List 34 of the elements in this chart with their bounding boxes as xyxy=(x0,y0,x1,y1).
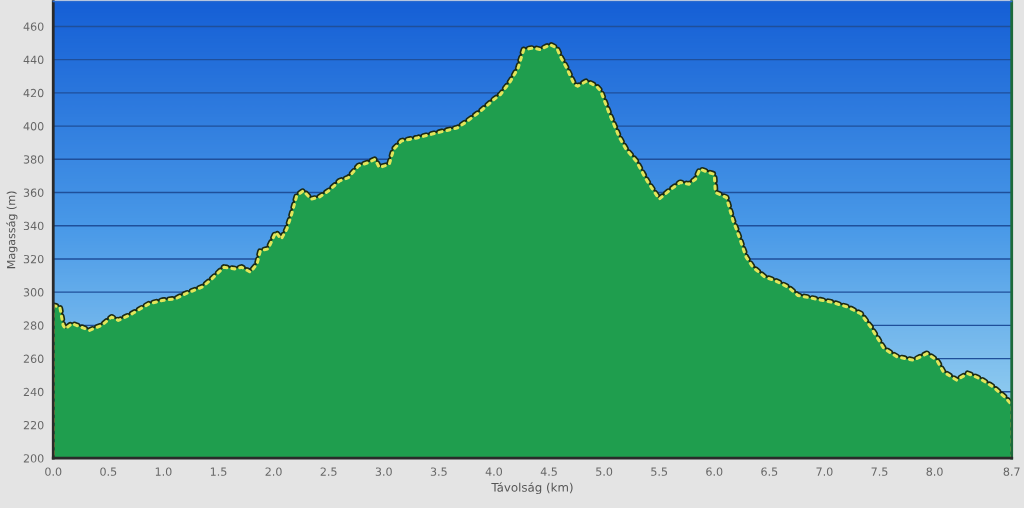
x-tick-label: 0.0 xyxy=(45,467,62,476)
x-tick-label: 6.0 xyxy=(706,467,723,476)
y-tick-label: 300 xyxy=(23,288,44,297)
x-tick-label: 5.5 xyxy=(651,467,668,476)
y-tick-label: 420 xyxy=(23,88,44,98)
x-tick-label: 8.7 xyxy=(1003,467,1020,476)
y-axis-title: Magasság (m) xyxy=(6,191,18,269)
x-tick-label: 4.0 xyxy=(485,467,503,476)
x-tick-label: 7.5 xyxy=(871,467,888,476)
y-tick-label: 280 xyxy=(23,321,44,330)
y-tick-label: 240 xyxy=(23,387,44,397)
x-tick-label: 1.0 xyxy=(155,467,172,476)
x-tick-label: 5.0 xyxy=(596,467,613,476)
x-tick-label: 3.0 xyxy=(375,467,392,476)
x-tick-label: 4.5 xyxy=(540,467,557,476)
x-tick-label: 7.0 xyxy=(816,467,833,476)
x-tick-label: 0.5 xyxy=(100,467,117,476)
y-tick-label: 360 xyxy=(23,188,44,197)
y-tick-label: 400 xyxy=(23,122,44,131)
y-tick-label: 340 xyxy=(23,221,44,231)
y-tick-label: 440 xyxy=(23,55,44,65)
y-tick-label: 380 xyxy=(23,155,44,164)
x-axis-title: Távolság (km) xyxy=(491,482,573,495)
y-tick-label: 220 xyxy=(23,420,44,430)
y-tick-label: 320 xyxy=(23,254,44,264)
x-tick-label: 2.0 xyxy=(265,467,282,476)
x-tick-label: 1.5 xyxy=(210,467,227,476)
x-tick-label: 3.5 xyxy=(430,467,447,476)
x-tick-label: 6.5 xyxy=(761,467,778,476)
x-tick-label: 8.0 xyxy=(926,467,943,476)
y-tick-label: 260 xyxy=(23,354,44,363)
y-tick-label: 460 xyxy=(23,22,44,31)
y-tick-label: 200 xyxy=(23,454,44,463)
x-tick-label: 2.5 xyxy=(320,467,337,476)
